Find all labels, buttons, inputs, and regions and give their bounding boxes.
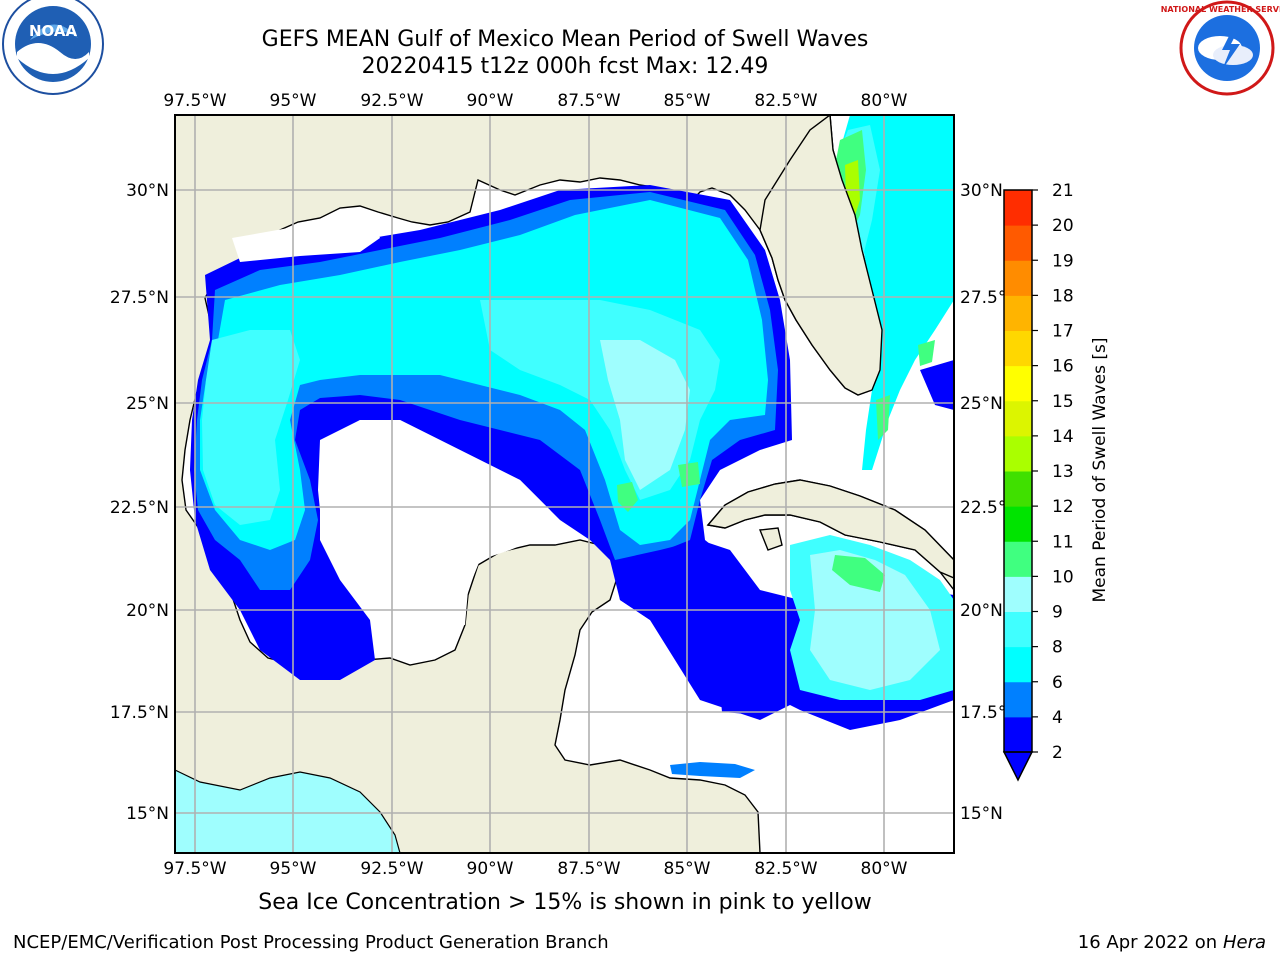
lat-tick-left: 15°N [126,804,169,824]
lat-tick-left: 22.5°N [110,498,169,518]
colorbar-swatch [1004,365,1032,402]
colorbar-level-label: 8 [1052,638,1063,658]
colorbar-swatch [1004,330,1032,367]
colorbar-level-label: 12 [1052,497,1074,517]
colorbar-level-label: 13 [1052,462,1074,482]
map-subtitle: 20220415 t12z 000h fcst Max: 12.49 [361,54,769,79]
colorbar-under-arrow [1002,751,1034,782]
lat-tick-left: 20°N [126,601,169,621]
footer-date-text: 16 Apr 2022 on [1077,932,1223,953]
lon-tick-bottom: 92.5°W [360,859,423,879]
map-title: GEFS MEAN Gulf of Mexico Mean Period of … [261,27,869,52]
lon-tick-bottom: 82.5°W [754,859,817,879]
colorbar-level-label: 16 [1052,357,1074,377]
lat-tick-left: 25°N [126,394,169,414]
colorbar-level-label: 10 [1052,567,1074,587]
lon-tick-bottom: 97.5°W [163,859,226,879]
lat-tick-right: 20°N [960,601,1003,621]
nws-logo-text: NATIONAL WEATHER SERVICE [1161,5,1280,14]
lon-tick-top: 85°W [664,91,711,111]
colorbar-swatch [1004,506,1032,542]
colorbar-level-label: 21 [1052,181,1074,201]
lon-tick-top: 95°W [270,91,317,111]
colorbar-swatch [1004,225,1032,261]
colorbar-level-label: 18 [1052,286,1074,306]
colorbar-level-label: 9 [1052,603,1063,623]
colorbar-swatch [1004,295,1032,331]
lon-tick-bottom: 85°W [664,859,711,879]
lat-tick-right: 15°N [960,804,1003,824]
colorbar-level-label: 4 [1052,708,1063,728]
lon-tick-bottom: 95°W [270,859,317,879]
lon-tick-top: 87.5°W [557,91,620,111]
footer-date: 16 Apr 2022 on Hera [1078,932,1266,953]
colorbar-level-label: 17 [1052,322,1074,342]
lon-tick-top: 82.5°W [754,91,817,111]
pacific-water [175,769,401,853]
noaa-logo-text: NOAA [29,22,78,40]
colorbar-level-label: 15 [1052,392,1074,412]
map-area [175,115,954,853]
lat-tick-right: 30°N [960,181,1003,201]
colorbar-swatch [1004,541,1032,577]
colorbar-swatch [1004,400,1032,437]
colorbar: 2 4 6 8 9 10 11 12 13 14 15 16 17 18 19 20 21 [1002,181,1074,782]
lat-tick-left: 27.5°N [110,288,169,308]
lat-tick-right: 25°N [960,394,1003,414]
lon-tick-top: 90°W [467,91,514,111]
sea-ice-note: Sea Ice Concentration > 15% is shown in … [258,890,872,915]
colorbar-level-label: 20 [1052,216,1074,236]
lon-tick-bottom: 87.5°W [557,859,620,879]
colorbar-label: Mean Period of Swell Waves [s] [1090,338,1110,603]
colorbar-swatch [1004,435,1032,472]
colorbar-level-label: 11 [1052,532,1074,552]
lon-tick-bottom: 80°W [861,859,908,879]
lon-tick-top: 80°W [861,91,908,111]
lon-tick-top: 92.5°W [360,91,423,111]
lon-tick-top: 97.5°W [163,91,226,111]
colorbar-swatch [1004,260,1032,296]
colorbar-level-label: 6 [1052,673,1063,693]
lon-tick-bottom: 90°W [467,859,514,879]
colorbar-swatch [1004,716,1032,753]
footer-credit: NCEP/EMC/Verification Post Processing Pr… [13,932,609,953]
colorbar-swatch [1004,611,1032,648]
map-gridlines [175,115,954,853]
colorbar-swatch [1004,471,1032,507]
map-frame [174,114,955,854]
noaa-logo: NOAA [2,0,104,95]
colorbar-swatch [1004,681,1032,718]
lat-tick-left: 30°N [126,181,169,201]
colorbar-swatch [1004,576,1032,612]
footer-host: Hera [1222,932,1266,953]
lat-tick-left: 17.5°N [110,703,169,723]
colorbar-level-label: 19 [1052,251,1074,271]
colorbar-swatch [1004,646,1032,683]
colorbar-level-label: 2 [1052,743,1063,763]
nws-logo: NATIONAL WEATHER SERVICE [1161,0,1280,96]
colorbar-level-label: 14 [1052,427,1074,447]
colorbar-swatch [1004,190,1032,226]
